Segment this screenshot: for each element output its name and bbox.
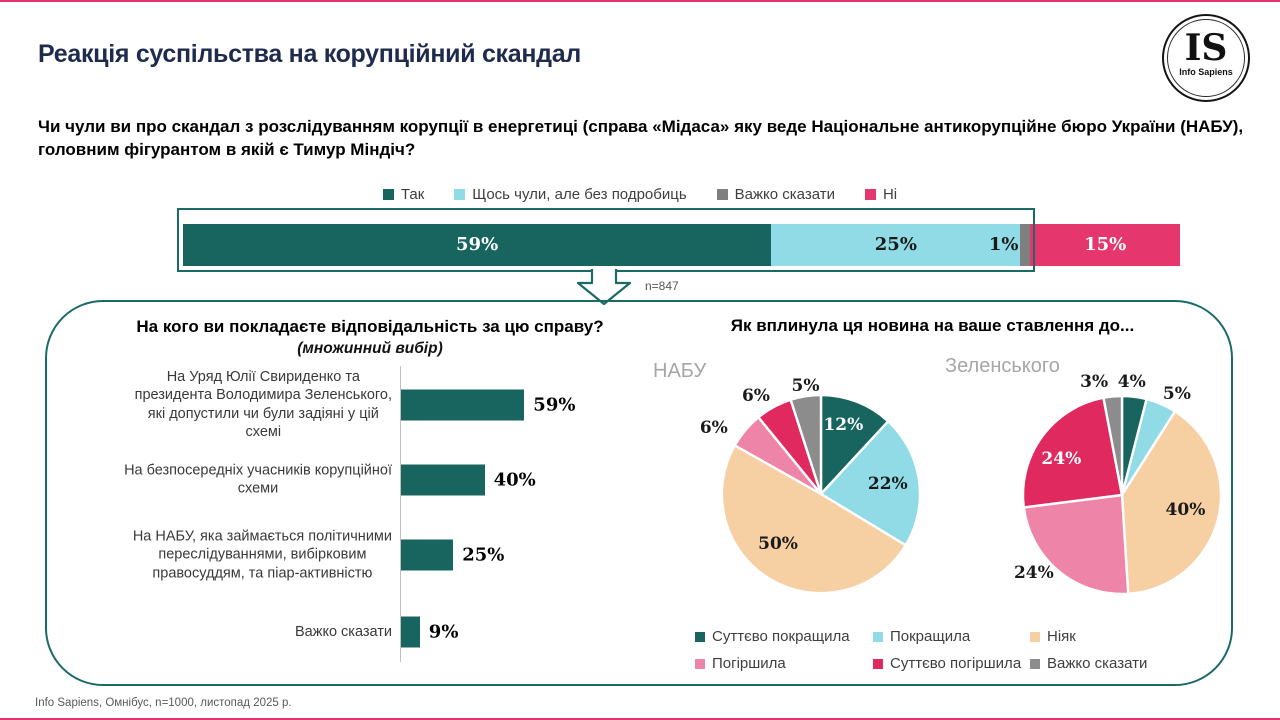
responsibility-chart-subtitle: (множинний вибір) (297, 340, 443, 357)
legend-swatch (1030, 658, 1040, 669)
legend-swatch (873, 631, 883, 642)
legend-swatch (695, 658, 705, 669)
legend-label: Ні (882, 186, 898, 203)
logo-ring: IS Info Sapiens (1167, 19, 1245, 97)
pie-slice-value: 12% (823, 414, 864, 435)
pie-slice (789, 393, 823, 496)
source-footer: Info Sapiens, Омнібус, n=1000, листопад … (35, 697, 292, 709)
bar-segment: 59% (183, 224, 772, 266)
bar-value: 25% (462, 544, 505, 566)
legend-label: Важко сказати (1047, 655, 1148, 672)
legend-swatch (454, 189, 466, 200)
pie-slice-value: 50% (758, 533, 798, 554)
pie-slice (720, 444, 907, 595)
legend-swatch (873, 658, 883, 669)
pie-slice-value: 6% (699, 418, 728, 439)
pie-slice (1120, 410, 1223, 595)
logo-name: Info Sapiens (1179, 67, 1233, 77)
responsibility-chart-title: На кого ви покладаєте відповідальність з… (136, 317, 604, 336)
pie-slice (1102, 394, 1124, 497)
bar-chart-axis (400, 366, 401, 662)
legend-item: Суттєво погіршила (873, 655, 1021, 672)
legend-item: Так (382, 186, 425, 203)
pie-chart (1021, 394, 1223, 596)
legend-swatch (695, 631, 705, 642)
pie-slice (1021, 396, 1124, 509)
legend-label: Важко сказати (734, 186, 835, 203)
bar-segment-value: 1% (988, 234, 1019, 255)
legend-item: Погіршила (695, 655, 786, 672)
awareness-stacked-bar: 59% 25% 1% 15% (183, 224, 1180, 266)
bar-category-label: На Уряд Юлії Свириденко та президента Во… (134, 369, 392, 441)
pie-slice-value: 24% (1013, 562, 1054, 583)
pie-slice-value: 3% (1080, 371, 1109, 392)
bar (401, 616, 420, 648)
pie-slice-value: 24% (1041, 448, 1082, 469)
pie-slice-value: 5% (791, 375, 820, 396)
bar-value: 9% (428, 621, 459, 643)
down-arrow-icon (576, 269, 632, 306)
detail-panel (45, 300, 1233, 686)
bar (401, 389, 525, 421)
bar-segment-value: 15% (1084, 234, 1127, 255)
bar-category-label: На НАБУ, яка займається політичними пере… (132, 528, 392, 582)
bar-segment: 25% (771, 224, 1021, 266)
legend-item: Важко сказати (716, 186, 835, 203)
survey-question: Чи чули ви про скандал з розслідуванням … (38, 117, 1244, 159)
awareness-legend: Так Щось чули, але без подробиць Важко ска… (0, 186, 1280, 203)
pie-slice-value: 4% (1117, 372, 1146, 393)
legend-swatch (382, 189, 394, 200)
bar (401, 464, 485, 496)
info-sapiens-logo: IS Info Sapiens (1162, 14, 1250, 102)
pie-chart (720, 393, 922, 595)
bar-category-label: Важко сказати (295, 623, 392, 640)
pie-slice (819, 393, 890, 496)
legend-item: Ніяк (1030, 628, 1076, 645)
pie-slice (819, 420, 922, 547)
legend-swatch (864, 189, 876, 200)
top-accent-rule (0, 0, 1280, 2)
legend-label: Погіршила (712, 655, 786, 672)
page-title: Реакція суспільства на корупційний сканд… (38, 40, 581, 68)
bar-segment: 15% (1030, 224, 1180, 266)
bar-category-label: На безпосередніх учасників корупційної с… (124, 462, 392, 497)
legend-swatch (716, 189, 728, 200)
bar-value: 40% (493, 469, 536, 491)
bar-segment-value: 59% (456, 234, 499, 255)
logo-initials: IS (1184, 27, 1228, 69)
pie-slice-value: 40% (1165, 500, 1206, 521)
pie-slice-value: 5% (1162, 383, 1191, 404)
pie-slice-value: 22% (867, 474, 908, 495)
sample-size-label: n=847 (645, 279, 679, 293)
pie-slice-value: 6% (741, 385, 770, 406)
bar-segment (1020, 224, 1031, 266)
legend-label: Покращила (890, 628, 971, 645)
legend-swatch (1030, 631, 1040, 642)
legend-item: Покращила (873, 628, 970, 645)
legend-item: Ні (864, 186, 898, 203)
legend-label: Суттєво покращила (712, 628, 850, 645)
pie-title-zelensky: Зеленського (945, 355, 1060, 377)
bar-segment-value: 25% (874, 234, 917, 255)
bottom-accent-rule (0, 718, 1280, 720)
legend-label: Ніяк (1047, 628, 1076, 645)
legend-item: Важко сказати (1030, 655, 1147, 672)
legend-label: Щось чули, але без подробиць (472, 186, 687, 203)
legend-item: Щось чули, але без подробиць (454, 186, 687, 203)
legend-item: Суттєво покращила (695, 628, 850, 645)
legend-label: Так (400, 186, 425, 203)
pie-slice (1022, 493, 1130, 596)
pie-title-nabu: НАБУ (653, 360, 707, 382)
bar-value: 59% (533, 394, 576, 416)
highlight-box (177, 208, 1035, 272)
attitude-section-title: Як вплинула ця новина на ваше ставлення … (730, 316, 1135, 335)
bar (401, 539, 454, 571)
legend-label: Суттєво погіршила (890, 655, 1022, 672)
